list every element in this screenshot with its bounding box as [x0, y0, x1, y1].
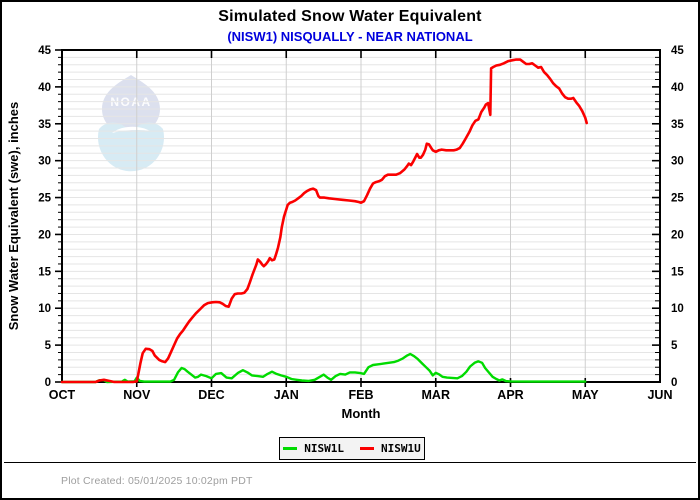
nisw1l-line-swatch: [283, 447, 298, 450]
legend-item-nisw1l: NISW1L: [283, 442, 344, 455]
x-axis-label: Month: [342, 406, 381, 421]
nisw1u-line-swatch: [360, 447, 374, 450]
svg-text:NOV: NOV: [123, 388, 151, 402]
legend-label-nisw1u: NISW1U: [381, 442, 421, 455]
page-title: Simulated Snow Water Equivalent: [218, 8, 482, 25]
svg-text:35: 35: [38, 119, 51, 131]
y-axis-label: Snow Water Equivalent (swe), inches: [6, 102, 21, 331]
svg-text:JUN: JUN: [647, 388, 672, 402]
svg-text:30: 30: [671, 156, 684, 168]
legend-item-nisw1u: NISW1U: [360, 442, 421, 455]
svg-text:40: 40: [38, 82, 51, 94]
svg-text:OCT: OCT: [49, 388, 76, 402]
legend-box: NISW1L NISW1U: [279, 437, 425, 460]
plot-created-timestamp: Plot Created: 05/01/2025 10:02pm PDT: [61, 475, 253, 487]
legend-label-nisw1l: NISW1L: [304, 442, 344, 455]
chart-generated: 0 0 5 5 10 10 15 15 20 20 25 25 30 30 35 35 40 40 45 45 OCT N…: [38, 45, 684, 402]
svg-text:MAR: MAR: [422, 388, 450, 402]
svg-text:10: 10: [671, 303, 684, 315]
svg-text:0: 0: [45, 377, 51, 389]
svg-text:35: 35: [671, 119, 684, 131]
footer-bar: Plot Created: 05/01/2025 10:02pm PDT: [4, 462, 696, 496]
svg-text:FEB: FEB: [349, 388, 374, 402]
svg-text:15: 15: [38, 266, 51, 278]
svg-text:45: 45: [38, 45, 51, 57]
svg-text:25: 25: [38, 193, 51, 205]
svg-text:5: 5: [671, 340, 678, 352]
series-line-nisw1u: [60, 58, 589, 384]
plot-canvas: NOAA 0 0 5 5 10 10 15 15 20 20 25 25 30 30 35 35 40 40 45 4…: [6, 45, 684, 421]
svg-text:10: 10: [38, 303, 51, 315]
svg-text:15: 15: [671, 266, 684, 278]
series-line-nisw1l: [60, 352, 587, 384]
svg-text:MAY: MAY: [572, 388, 599, 402]
svg-text:45: 45: [671, 45, 684, 57]
svg-text:20: 20: [38, 229, 51, 241]
svg-text:JAN: JAN: [274, 388, 299, 402]
svg-text:0: 0: [671, 377, 677, 389]
svg-text:30: 30: [38, 156, 51, 168]
svg-text:40: 40: [671, 82, 684, 94]
svg-text:APR: APR: [497, 388, 523, 402]
svg-text:20: 20: [671, 229, 684, 241]
svg-text:25: 25: [671, 193, 684, 205]
svg-text:DEC: DEC: [198, 388, 224, 402]
station-subtitle: (NISW1) NISQUALLY - NEAR NATIONAL: [227, 29, 473, 44]
svg-text:5: 5: [45, 340, 52, 352]
noaa-logo-icon: NOAA: [98, 75, 164, 172]
